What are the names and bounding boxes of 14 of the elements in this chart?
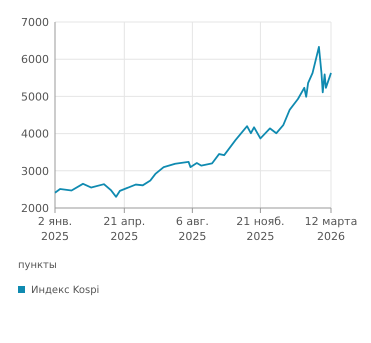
y-tick-label: 5000 <box>21 90 49 104</box>
y-tick-label: 7000 <box>21 16 49 29</box>
y-tick-label: 3000 <box>21 164 49 178</box>
x-tick-label: 12 марта 2026 <box>304 215 358 243</box>
y-axis-title: пункты <box>18 260 57 271</box>
x-tick-label: 21 апр. 2025 <box>103 215 146 243</box>
y-tick-label: 4000 <box>21 128 49 141</box>
x-tick-label: 2 янв. 2025 <box>38 215 72 243</box>
x-tick-label: 6 авг. 2025 <box>176 215 209 243</box>
y-tick-label: 2000 <box>21 202 49 215</box>
legend-label: Индекс Kospi <box>31 285 100 296</box>
line-series <box>54 46 332 198</box>
y-tick-label: 6000 <box>21 53 49 66</box>
x-tick-label: 21 нояб. 2025 <box>236 215 285 243</box>
